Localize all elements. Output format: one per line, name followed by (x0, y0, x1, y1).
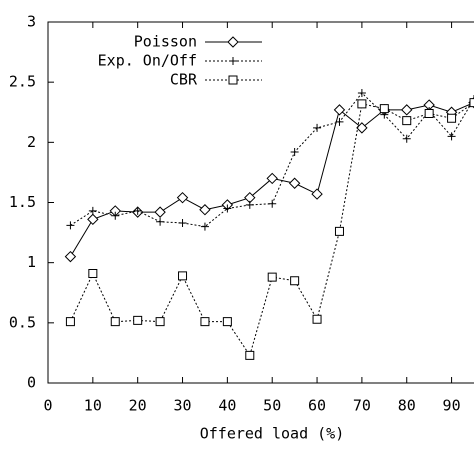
x-tick-label: 50 (263, 397, 281, 415)
data-point (312, 314, 322, 324)
series-line (69, 102, 474, 357)
data-point (402, 134, 411, 143)
legend-marker (228, 75, 238, 85)
data-point (268, 199, 277, 208)
x-tick-label: 90 (443, 397, 461, 415)
data-point (156, 217, 165, 226)
y-tick-label: 3 (27, 13, 36, 31)
x-tick-label: 0 (43, 397, 52, 415)
data-point (155, 317, 165, 327)
y-tick-label: 1.5 (9, 193, 36, 211)
x-tick-label: 80 (398, 397, 416, 415)
y-tick-label: 1 (27, 253, 36, 271)
y-tick-label: 2 (27, 133, 36, 151)
data-point (401, 104, 413, 116)
data-point (469, 98, 474, 108)
data-point (154, 206, 166, 218)
data-point (313, 123, 322, 132)
data-point (266, 172, 278, 185)
legend-label: Exp. On/Off (98, 52, 197, 70)
data-point (88, 206, 97, 215)
data-point (176, 191, 189, 204)
data-point (447, 132, 456, 141)
legend-marker (229, 57, 237, 65)
data-point (447, 113, 457, 123)
data-point (222, 317, 232, 327)
data-point (245, 350, 255, 360)
data-point (311, 188, 323, 200)
data-point (199, 204, 211, 216)
data-point (357, 99, 367, 109)
y-tick-label: 0.5 (9, 313, 36, 331)
legend-label: CBR (170, 71, 198, 89)
legend-marker (227, 36, 239, 48)
x-axis-label: Offered load (%) (200, 425, 345, 443)
y-tick-label: 0 (27, 374, 36, 392)
data-point (200, 317, 210, 327)
data-point (335, 117, 344, 126)
data-point (65, 317, 75, 327)
data-point (357, 88, 366, 97)
data-point (223, 204, 232, 213)
x-tick-label: 40 (218, 397, 236, 415)
data-point (333, 104, 346, 116)
x-tick-label: 20 (129, 397, 147, 415)
data-point (88, 268, 98, 278)
x-tick-label: 10 (84, 397, 102, 415)
x-tick-label: 30 (173, 397, 191, 415)
plot-frame (47, 21, 474, 384)
data-point (178, 271, 188, 281)
data-point (178, 218, 187, 227)
data-point (87, 213, 99, 226)
data-point (356, 122, 368, 134)
x-tick-label: 60 (308, 397, 326, 415)
data-point (133, 206, 142, 215)
data-point (110, 317, 120, 327)
data-point (288, 177, 301, 189)
data-point (290, 147, 299, 156)
data-point (111, 211, 120, 220)
data-point (64, 250, 77, 263)
data-point (379, 104, 389, 114)
data-point (245, 200, 254, 209)
data-point (133, 315, 143, 325)
data-point (402, 116, 412, 126)
data-point (334, 226, 344, 236)
y-tick-label: 2.5 (9, 73, 36, 91)
data-point (290, 276, 300, 286)
data-point (424, 108, 434, 118)
data-point (200, 222, 209, 231)
legend-label: Poisson (134, 33, 197, 51)
data-point (267, 272, 277, 282)
x-tick-label: 70 (353, 397, 371, 415)
data-point (66, 221, 75, 230)
